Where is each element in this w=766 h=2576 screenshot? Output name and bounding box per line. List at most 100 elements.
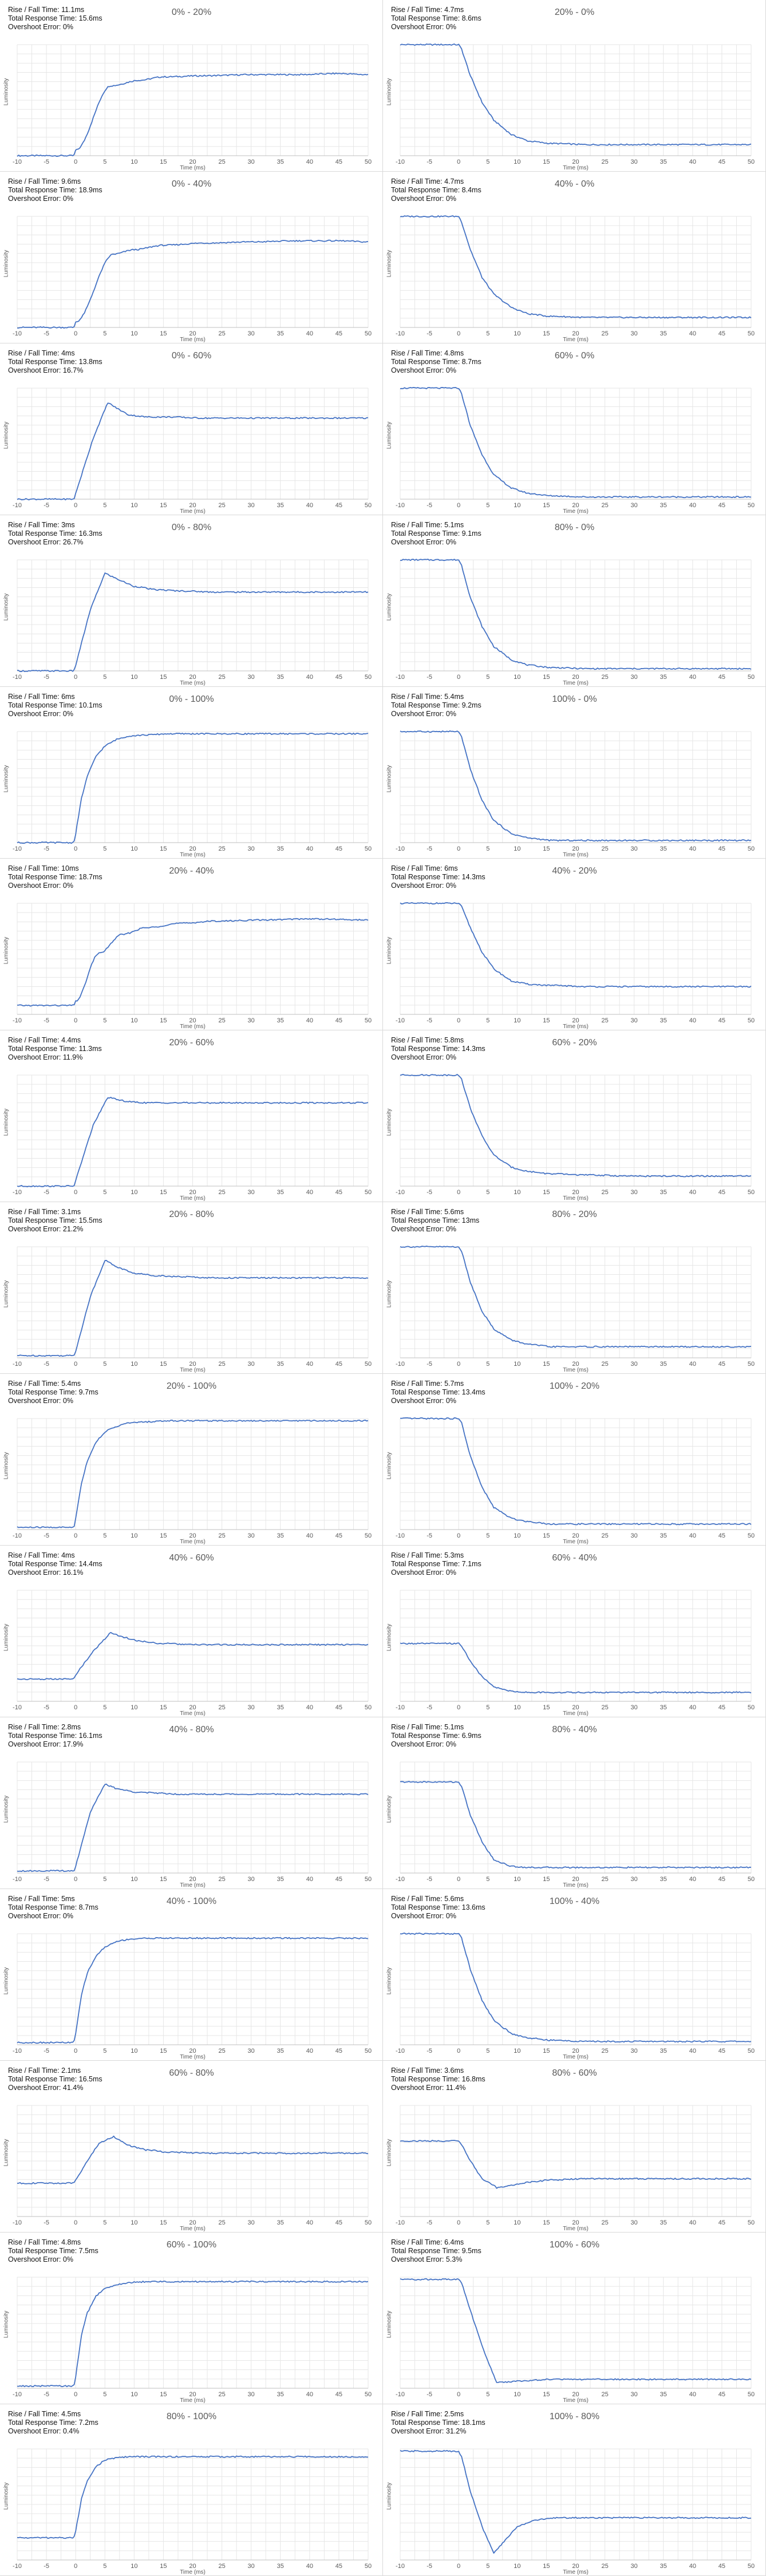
x-axis-label: Time (ms) <box>563 1882 589 1888</box>
chart-title: 100% - 60% <box>549 2240 600 2250</box>
x-tick-label: 5 <box>486 846 489 852</box>
x-tick-label: 30 <box>631 2219 638 2226</box>
x-tick-label: -5 <box>427 502 432 509</box>
x-tick-label: 0 <box>74 1532 77 1539</box>
x-tick-label: 45 <box>718 846 725 852</box>
x-tick-label: 25 <box>218 846 225 852</box>
chart-title: 0% - 20% <box>171 7 212 17</box>
response-stats: Rise / Fall Time: 6ms Total Response Time… <box>391 864 485 890</box>
x-tick-label: 20 <box>189 846 196 852</box>
x-tick-label: -5 <box>44 1876 49 1883</box>
rise-fall-time-text: Rise / Fall Time: 6ms <box>8 693 75 701</box>
luminosity-series-line <box>17 2135 369 2184</box>
rise-fall-time-text: Rise / Fall Time: 4ms <box>8 349 75 357</box>
line-chart: -10 -5 0 5 10 15 20 25 30 35 40 45 50 Time (ms) <box>13 44 372 171</box>
luminosity-series-line <box>17 402 369 501</box>
x-tick-label: 0 <box>457 1361 460 1368</box>
gridlines <box>400 388 752 500</box>
gridlines <box>400 1418 752 1530</box>
total-response-time-text: Total Response Time: 14.4ms <box>8 1560 102 1568</box>
x-tick-label: 30 <box>631 1361 638 1368</box>
rise-fall-time-text: Rise / Fall Time: 5.4ms <box>8 1380 81 1388</box>
rise-fall-time-text: Rise / Fall Time: 5.4ms <box>391 693 464 701</box>
total-response-time-text: Total Response Time: 16.1ms <box>8 1732 102 1740</box>
x-tick-label: 15 <box>160 2048 167 2055</box>
total-response-time-text: Total Response Time: 7.1ms <box>391 1560 481 1568</box>
x-tick-label: 15 <box>543 1017 550 1024</box>
x-tick-label: 5 <box>103 2219 106 2226</box>
x-tick-label: 5 <box>103 2391 106 2398</box>
overshoot-error-text: Overshoot Error: 0% <box>391 882 456 890</box>
x-tick-label: 50 <box>365 674 372 681</box>
x-tick-label: 25 <box>218 159 225 165</box>
rise-fall-time-text: Rise / Fall Time: 5ms <box>8 1895 75 1903</box>
x-tick-label: 35 <box>660 846 667 852</box>
rise-fall-time-text: Rise / Fall Time: 3ms <box>8 521 75 529</box>
gridlines <box>17 559 369 671</box>
overshoot-error-text: Overshoot Error: 0% <box>391 366 456 374</box>
x-tick-label: 0 <box>74 2048 77 2055</box>
rise-fall-time-text: Rise / Fall Time: 6.4ms <box>391 2238 464 2246</box>
x-tick-label: 40 <box>689 1876 696 1883</box>
gridlines <box>17 2448 369 2561</box>
x-axis-label: Time (ms) <box>563 2054 589 2060</box>
total-response-time-text: Total Response Time: 13.8ms <box>8 358 102 366</box>
chart-panel: Rise / Fall Time: 5.6ms Total Response Ti… <box>383 1202 766 1374</box>
x-tick-label: 0 <box>457 1017 460 1024</box>
x-tick-label: 10 <box>514 2563 520 2570</box>
x-tick-label: 30 <box>248 1017 255 1024</box>
chart-panel: Rise / Fall Time: 5.1ms Total Response Ti… <box>383 515 766 687</box>
x-tick-label: 15 <box>160 159 167 165</box>
x-tick-label: 40 <box>689 2563 696 2570</box>
luminosity-series-line <box>400 387 752 499</box>
x-tick-label: 25 <box>601 1361 608 1368</box>
x-tick-label: 15 <box>160 2391 167 2398</box>
chart-title: 0% - 80% <box>171 523 212 532</box>
x-tick-label: 15 <box>160 1704 167 1711</box>
luminosity-series-line <box>400 1933 752 2043</box>
x-tick-labels: -10 -5 0 5 10 15 20 25 30 35 40 45 50 <box>396 2048 755 2055</box>
x-tick-label: 20 <box>189 330 196 337</box>
total-response-time-text: Total Response Time: 18.7ms <box>8 873 102 881</box>
x-tick-labels: -10 -5 0 5 10 15 20 25 30 35 40 45 50 <box>396 1189 755 1196</box>
line-chart: -10 -5 0 5 10 15 20 25 30 35 40 45 50 Time (ms) <box>396 387 755 515</box>
x-tick-label: -5 <box>427 1704 432 1711</box>
x-tick-label: 30 <box>631 2391 638 2398</box>
x-tick-label: 50 <box>748 2391 755 2398</box>
x-tick-label: 0 <box>457 2391 460 2398</box>
x-tick-labels: -10 -5 0 5 10 15 20 25 30 35 40 45 50 <box>13 1876 372 1883</box>
x-tick-label: 40 <box>689 1189 696 1196</box>
x-tick-label: 0 <box>457 2219 460 2226</box>
x-tick-label: 10 <box>514 2391 520 2398</box>
chart-title: 60% - 100% <box>166 2240 217 2250</box>
total-response-time-text: Total Response Time: 14.3ms <box>391 873 485 881</box>
x-axis-label: Time (ms) <box>563 1710 589 1717</box>
chart-panel: Rise / Fall Time: 5.6ms Total Response Ti… <box>383 1889 766 2061</box>
rise-fall-time-text: Rise / Fall Time: 9.6ms <box>8 177 81 185</box>
line-chart: -10 -5 0 5 10 15 20 25 30 35 40 45 50 Time (ms) <box>396 1933 755 2060</box>
x-tick-label: -10 <box>396 1532 405 1539</box>
x-tick-label: 5 <box>103 674 106 681</box>
line-chart: -10 -5 0 5 10 15 20 25 30 35 40 45 50 Time (ms) <box>396 1590 755 1717</box>
x-tick-label: -5 <box>427 1876 432 1883</box>
x-tick-label: 20 <box>189 2048 196 2055</box>
rise-fall-time-text: Rise / Fall Time: 4.5ms <box>8 2410 81 2418</box>
x-tick-label: 5 <box>103 1876 106 1883</box>
response-stats: Rise / Fall Time: 9.6ms Total Response Ti… <box>8 177 102 203</box>
x-tick-label: 25 <box>218 1189 225 1196</box>
overshoot-error-text: Overshoot Error: 0% <box>8 2255 73 2263</box>
x-tick-label: 15 <box>543 1361 550 1368</box>
x-tick-labels: -10 -5 0 5 10 15 20 25 30 35 40 45 50 <box>396 502 755 509</box>
overshoot-error-text: Overshoot Error: 41.4% <box>8 2084 84 2092</box>
x-tick-label: 15 <box>160 502 167 509</box>
line-chart: -10 -5 0 5 10 15 20 25 30 35 40 45 50 Time (ms) <box>13 1761 372 1888</box>
x-tick-labels: -10 -5 0 5 10 15 20 25 30 35 40 45 50 <box>396 674 755 681</box>
x-tick-label: 40 <box>689 846 696 852</box>
line-chart: -10 -5 0 5 10 15 20 25 30 35 40 45 50 Time (ms) <box>396 215 755 343</box>
x-tick-label: 50 <box>748 330 755 337</box>
response-stats: Rise / Fall Time: 5.6ms Total Response Ti… <box>391 1208 479 1234</box>
total-response-time-text: Total Response Time: 8.7ms <box>8 1903 98 1911</box>
x-tick-label: -5 <box>427 2219 432 2226</box>
x-tick-label: 15 <box>543 2048 550 2055</box>
x-tick-label: 0 <box>457 502 460 509</box>
